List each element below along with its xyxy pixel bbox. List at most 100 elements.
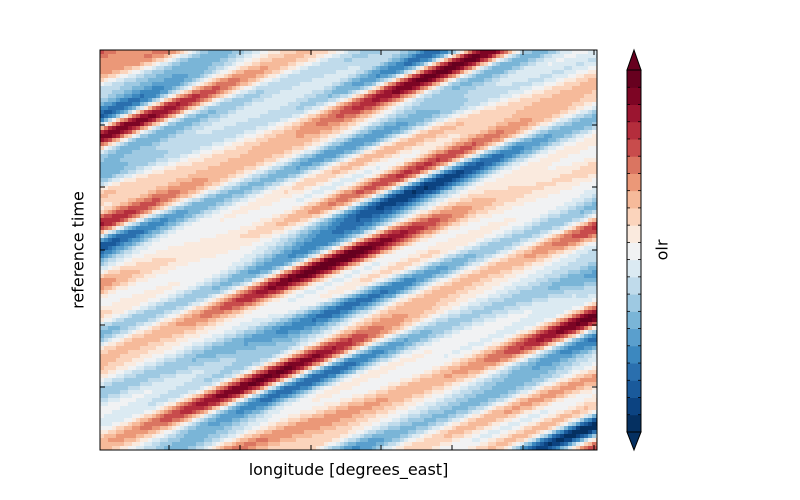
heatmap-cell bbox=[444, 150, 449, 155]
heatmap-cell bbox=[284, 110, 289, 115]
heatmap-cell bbox=[500, 202, 505, 207]
heatmap-cell bbox=[424, 162, 429, 167]
heatmap-cell bbox=[128, 150, 133, 155]
heatmap-cell bbox=[356, 90, 361, 95]
heatmap-cell bbox=[284, 134, 289, 139]
heatmap-cell bbox=[116, 98, 121, 103]
heatmap-cell bbox=[260, 182, 265, 187]
heatmap-cell bbox=[136, 102, 141, 107]
heatmap-cell bbox=[208, 182, 213, 187]
heatmap-cell bbox=[332, 50, 337, 55]
heatmap-cell bbox=[124, 94, 129, 99]
heatmap-cell bbox=[392, 166, 397, 171]
heatmap-cell bbox=[288, 106, 293, 111]
heatmap-cell bbox=[204, 138, 209, 143]
heatmap-cell bbox=[480, 170, 485, 175]
heatmap-cell bbox=[156, 86, 161, 91]
heatmap-cell bbox=[520, 90, 525, 95]
heatmap-cell bbox=[220, 94, 225, 99]
heatmap-cell bbox=[320, 126, 325, 131]
heatmap-cell bbox=[232, 130, 237, 135]
heatmap-cell bbox=[344, 190, 349, 195]
heatmap-cell bbox=[340, 102, 345, 107]
heatmap-cell bbox=[580, 102, 585, 107]
heatmap-cell bbox=[440, 134, 445, 139]
heatmap-cell bbox=[536, 206, 541, 211]
heatmap-cell bbox=[104, 198, 109, 203]
heatmap-cell bbox=[144, 150, 149, 155]
heatmap-cell bbox=[452, 62, 457, 67]
heatmap-cell bbox=[112, 142, 117, 147]
heatmap-cell bbox=[432, 66, 437, 71]
heatmap-cell bbox=[524, 142, 529, 147]
heatmap-cell bbox=[576, 138, 581, 143]
heatmap-cell bbox=[580, 114, 585, 119]
heatmap-cell bbox=[552, 102, 557, 107]
heatmap-cell bbox=[576, 70, 581, 75]
heatmap-cell bbox=[484, 122, 489, 127]
heatmap-cell bbox=[300, 178, 305, 183]
heatmap-cell bbox=[196, 150, 201, 155]
heatmap-cell bbox=[220, 150, 225, 155]
heatmap-cell bbox=[220, 110, 225, 115]
heatmap-cell bbox=[576, 102, 581, 107]
heatmap-cell bbox=[192, 90, 197, 95]
heatmap-cell bbox=[224, 122, 229, 127]
heatmap-cell bbox=[564, 154, 569, 159]
heatmap-cell bbox=[124, 98, 129, 103]
heatmap-cell bbox=[340, 110, 345, 115]
heatmap-cell bbox=[132, 134, 137, 139]
heatmap-cell bbox=[472, 182, 477, 187]
heatmap-cell bbox=[436, 86, 441, 91]
heatmap-cell bbox=[508, 98, 513, 103]
heatmap-cell bbox=[192, 62, 197, 67]
heatmap-cell bbox=[468, 202, 473, 207]
heatmap-cell bbox=[256, 98, 261, 103]
heatmap-cell bbox=[516, 74, 521, 79]
heatmap-cell bbox=[280, 150, 285, 155]
heatmap-cell bbox=[360, 142, 365, 147]
heatmap-cell bbox=[120, 134, 125, 139]
heatmap-cell bbox=[324, 198, 329, 203]
heatmap-cell bbox=[344, 202, 349, 207]
heatmap-cell bbox=[384, 154, 389, 159]
heatmap-cell bbox=[104, 66, 109, 71]
heatmap-cell bbox=[504, 198, 509, 203]
heatmap-cell bbox=[468, 122, 473, 127]
heatmap-cell bbox=[468, 146, 473, 151]
heatmap-cell bbox=[124, 118, 129, 123]
heatmap-cell bbox=[220, 138, 225, 143]
heatmap-cell bbox=[204, 194, 209, 199]
heatmap-cell bbox=[548, 58, 553, 63]
heatmap-cell bbox=[552, 186, 557, 191]
heatmap-cell bbox=[132, 166, 137, 171]
heatmap-cell bbox=[244, 102, 249, 107]
heatmap-cell bbox=[524, 82, 529, 87]
heatmap-cell bbox=[424, 142, 429, 147]
heatmap-cell bbox=[288, 94, 293, 99]
heatmap-cell bbox=[592, 182, 597, 187]
heatmap-cell bbox=[548, 106, 553, 111]
heatmap-cell bbox=[472, 174, 477, 179]
heatmap-cell bbox=[380, 82, 385, 87]
heatmap-cell bbox=[104, 102, 109, 107]
heatmap-cell bbox=[524, 70, 529, 75]
heatmap-cell bbox=[516, 50, 521, 55]
heatmap-cell bbox=[316, 186, 321, 191]
heatmap-cell bbox=[332, 158, 337, 163]
heatmap-cell bbox=[364, 62, 369, 67]
heatmap-cell bbox=[516, 190, 521, 195]
heatmap-cell bbox=[236, 186, 241, 191]
heatmap-cell bbox=[512, 170, 517, 175]
heatmap-cell bbox=[432, 106, 437, 111]
heatmap-cell bbox=[400, 134, 405, 139]
heatmap-cell bbox=[512, 82, 517, 87]
heatmap-cell bbox=[104, 186, 109, 191]
heatmap-cell bbox=[212, 202, 217, 207]
heatmap-cell bbox=[444, 198, 449, 203]
heatmap-cell bbox=[188, 78, 193, 83]
heatmap-cell bbox=[428, 130, 433, 135]
heatmap-cell bbox=[184, 130, 189, 135]
heatmap-cell bbox=[200, 62, 205, 67]
heatmap-cell bbox=[304, 58, 309, 63]
